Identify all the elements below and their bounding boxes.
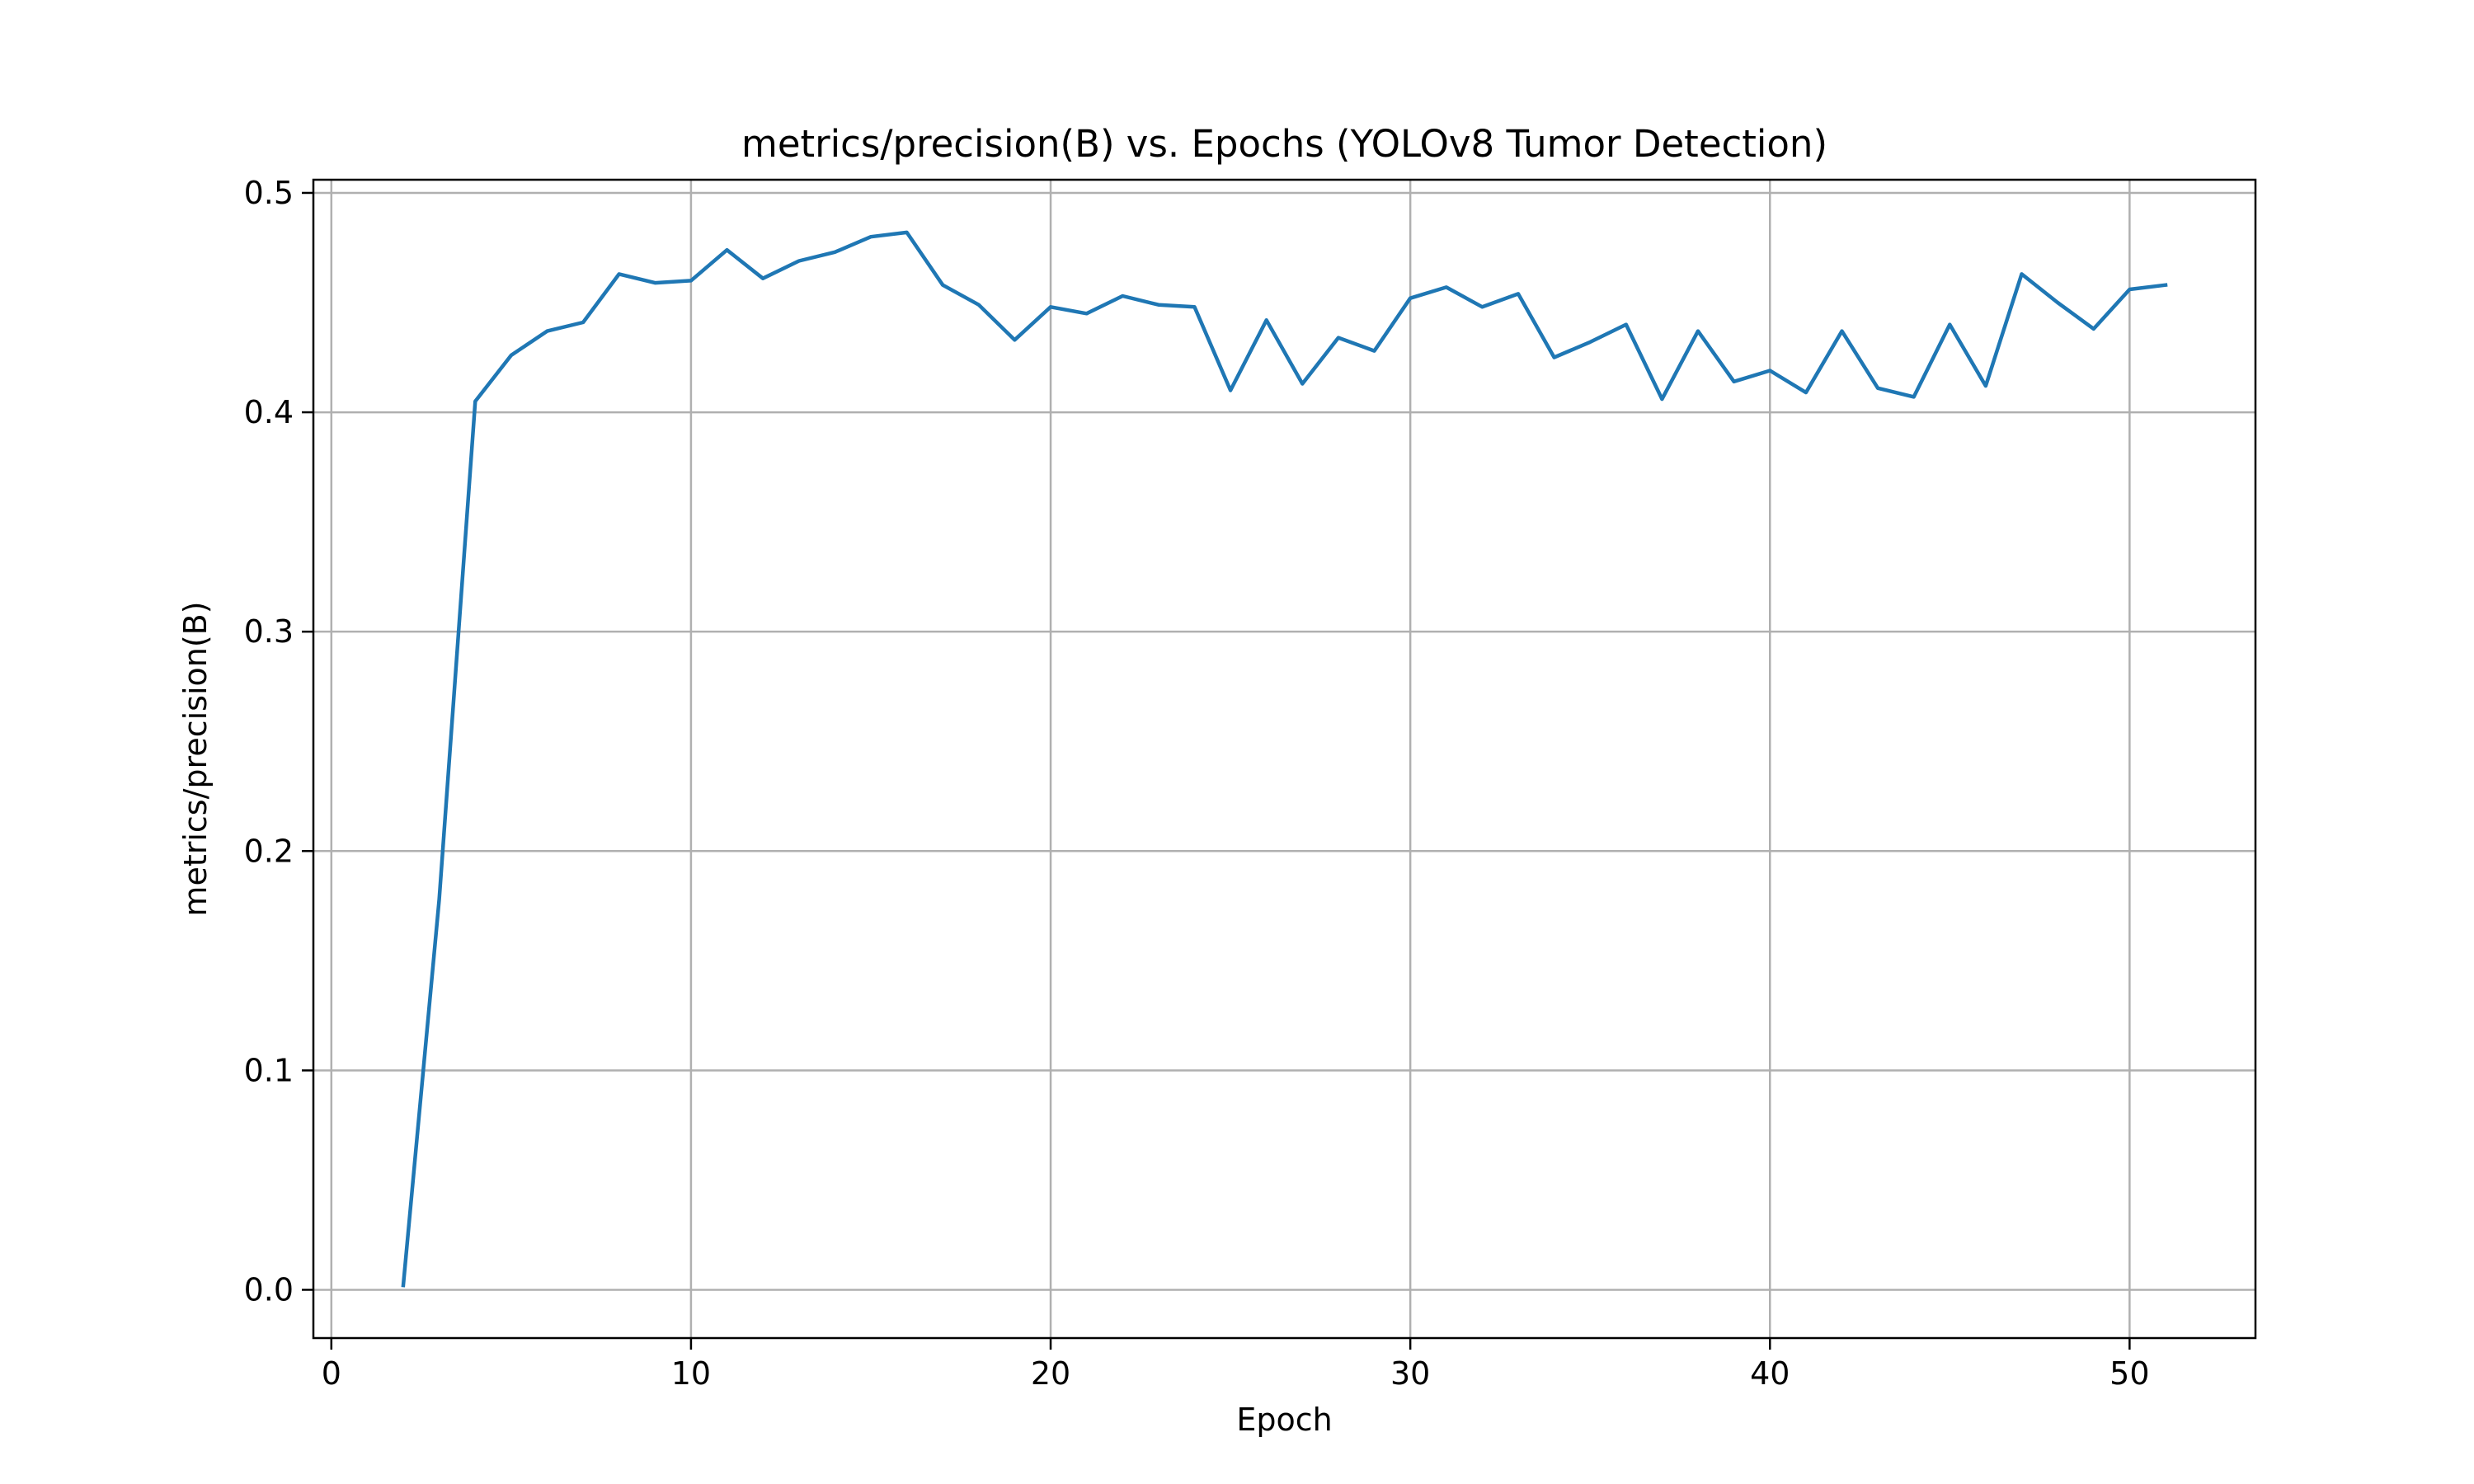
data-point	[2091, 326, 2096, 331]
data-point	[1156, 303, 1161, 308]
data-point	[437, 897, 442, 902]
data-point	[940, 283, 945, 288]
data-point	[1624, 322, 1629, 327]
data-point	[976, 303, 981, 308]
data-point	[1983, 383, 1988, 388]
data-point	[581, 320, 586, 325]
data-point	[1444, 284, 1449, 289]
data-point	[1912, 394, 1917, 399]
data-point	[1048, 304, 1053, 309]
data-point	[2055, 300, 2060, 305]
data-point	[689, 278, 694, 283]
y-axis-title: metrics/precision(B)	[177, 601, 214, 916]
data-point	[832, 250, 837, 255]
data-point	[473, 399, 477, 404]
data-point	[617, 271, 622, 276]
y-tick-label: 0.1	[244, 1052, 294, 1088]
data-point	[1696, 329, 1700, 334]
data-point	[1336, 336, 1341, 340]
data-point	[1408, 296, 1413, 301]
data-point	[1732, 379, 1737, 384]
data-point	[760, 276, 765, 281]
ticks-layer: 0 10 20 30 40 50 0.0 0.1 0.2 0.3 0.4 0.5	[244, 175, 2150, 1392]
data-point	[1947, 322, 1952, 327]
plot-frame	[312, 178, 2257, 1340]
data-point	[725, 247, 730, 252]
data-point	[2127, 287, 2132, 292]
x-tick-label: 10	[671, 1355, 711, 1392]
data-point	[1840, 329, 1845, 334]
y-tick-label: 0.5	[244, 175, 294, 211]
data-point	[1264, 317, 1269, 322]
y-tick-label: 0.2	[244, 833, 294, 869]
chart-title: metrics/precision(B) vs. Epochs (YOLOv8 …	[741, 122, 1827, 166]
data-point	[1659, 397, 1664, 402]
data-point	[1300, 382, 1305, 387]
y-tick-label: 0.4	[244, 394, 294, 430]
x-tick-label: 50	[2109, 1355, 2149, 1392]
series-line	[401, 230, 2168, 1288]
data-point	[1479, 304, 1484, 309]
data-point	[1516, 291, 1521, 296]
x-tick-label: 20	[1031, 1355, 1070, 1392]
data-point	[797, 259, 802, 264]
data-point	[905, 230, 910, 235]
y-tick-label: 0.3	[244, 613, 294, 650]
x-tick-label: 0	[322, 1355, 341, 1392]
y-tick-label: 0.0	[244, 1271, 294, 1308]
data-point	[1804, 390, 1808, 395]
x-tick-label: 30	[1390, 1355, 1430, 1392]
data-point	[1875, 386, 1880, 391]
data-point	[1228, 388, 1233, 393]
x-tick-label: 40	[1750, 1355, 1790, 1392]
data-point	[868, 234, 873, 239]
data-point	[2163, 283, 2168, 288]
data-point	[509, 353, 514, 358]
x-axis-title: Epoch	[1236, 1402, 1332, 1438]
data-point	[2020, 271, 2025, 276]
data-point	[401, 1283, 406, 1288]
data-point	[1552, 355, 1557, 360]
data-point	[652, 280, 657, 285]
data-point	[545, 329, 550, 334]
data-point	[1587, 340, 1592, 345]
data-point	[1120, 294, 1125, 298]
data-point	[1192, 304, 1197, 309]
series-layer	[401, 230, 2168, 1288]
data-point	[1767, 369, 1772, 373]
data-point	[1084, 311, 1089, 316]
data-point	[1012, 337, 1017, 342]
data-point	[1372, 349, 1377, 354]
grid-layer	[313, 180, 2255, 1338]
